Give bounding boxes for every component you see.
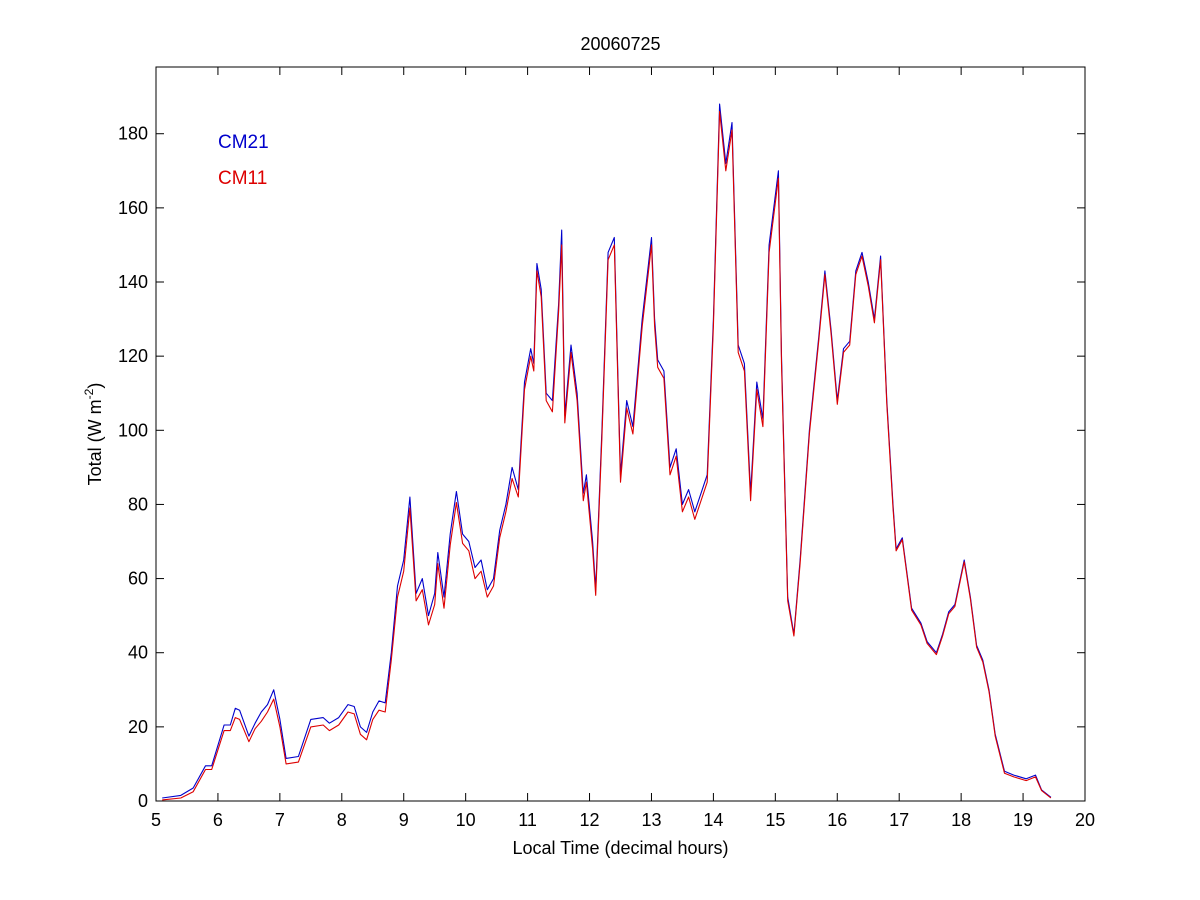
x-axis: 5 6 7 8 9 10 11 12 13 14 15 16 17 18 19 20: [151, 67, 1095, 830]
x-tick-label: 12: [580, 810, 600, 830]
y-tick-label: 20: [128, 717, 148, 737]
y-axis-label-superscript: -2: [82, 388, 96, 399]
x-tick-label: 15: [765, 810, 785, 830]
y-axis-label: Total (W m-2): [82, 383, 105, 486]
y-tick-label: 160: [118, 198, 148, 218]
x-tick-label: 17: [889, 810, 909, 830]
series-layer: [162, 103, 1052, 801]
x-tick-label: 20: [1075, 810, 1095, 830]
x-tick-label: 7: [275, 810, 285, 830]
y-tick-label: 180: [118, 124, 148, 144]
x-tick-label: 16: [827, 810, 847, 830]
y-axis-label-suffix: ): [85, 383, 105, 389]
y-tick-label: 140: [118, 272, 148, 292]
y-axis: 0 20 40 60 80 100 120 140 160 180: [118, 124, 1085, 811]
y-tick-label: 0: [138, 791, 148, 811]
x-tick-label: 14: [703, 810, 723, 830]
x-tick-label: 8: [337, 810, 347, 830]
x-tick-label: 13: [641, 810, 661, 830]
y-axis-label-prefix: Total (W m: [85, 399, 105, 485]
legend: CM21 CM11: [218, 132, 269, 189]
legend-entry-cm21: CM21: [218, 132, 269, 153]
x-axis-label: Local Time (decimal hours): [512, 838, 728, 858]
y-tick-label: 100: [118, 420, 148, 440]
y-tick-label: 40: [128, 643, 148, 663]
x-tick-label: 6: [213, 810, 223, 830]
chart-title: 20060725: [580, 34, 660, 54]
x-tick-label: 5: [151, 810, 161, 830]
plot-frame: [155, 66, 1086, 802]
legend-entry-cm11: CM11: [218, 168, 267, 189]
x-tick-label: 18: [951, 810, 971, 830]
x-tick-label: 9: [399, 810, 409, 830]
x-tick-label: 10: [456, 810, 476, 830]
x-tick-label: 11: [518, 810, 537, 830]
y-tick-label: 60: [128, 569, 148, 589]
x-tick-label: 19: [1013, 810, 1033, 830]
y-tick-label: 120: [118, 346, 148, 366]
y-tick-label: 80: [128, 494, 148, 514]
series-line-cm11: [162, 110, 1052, 801]
